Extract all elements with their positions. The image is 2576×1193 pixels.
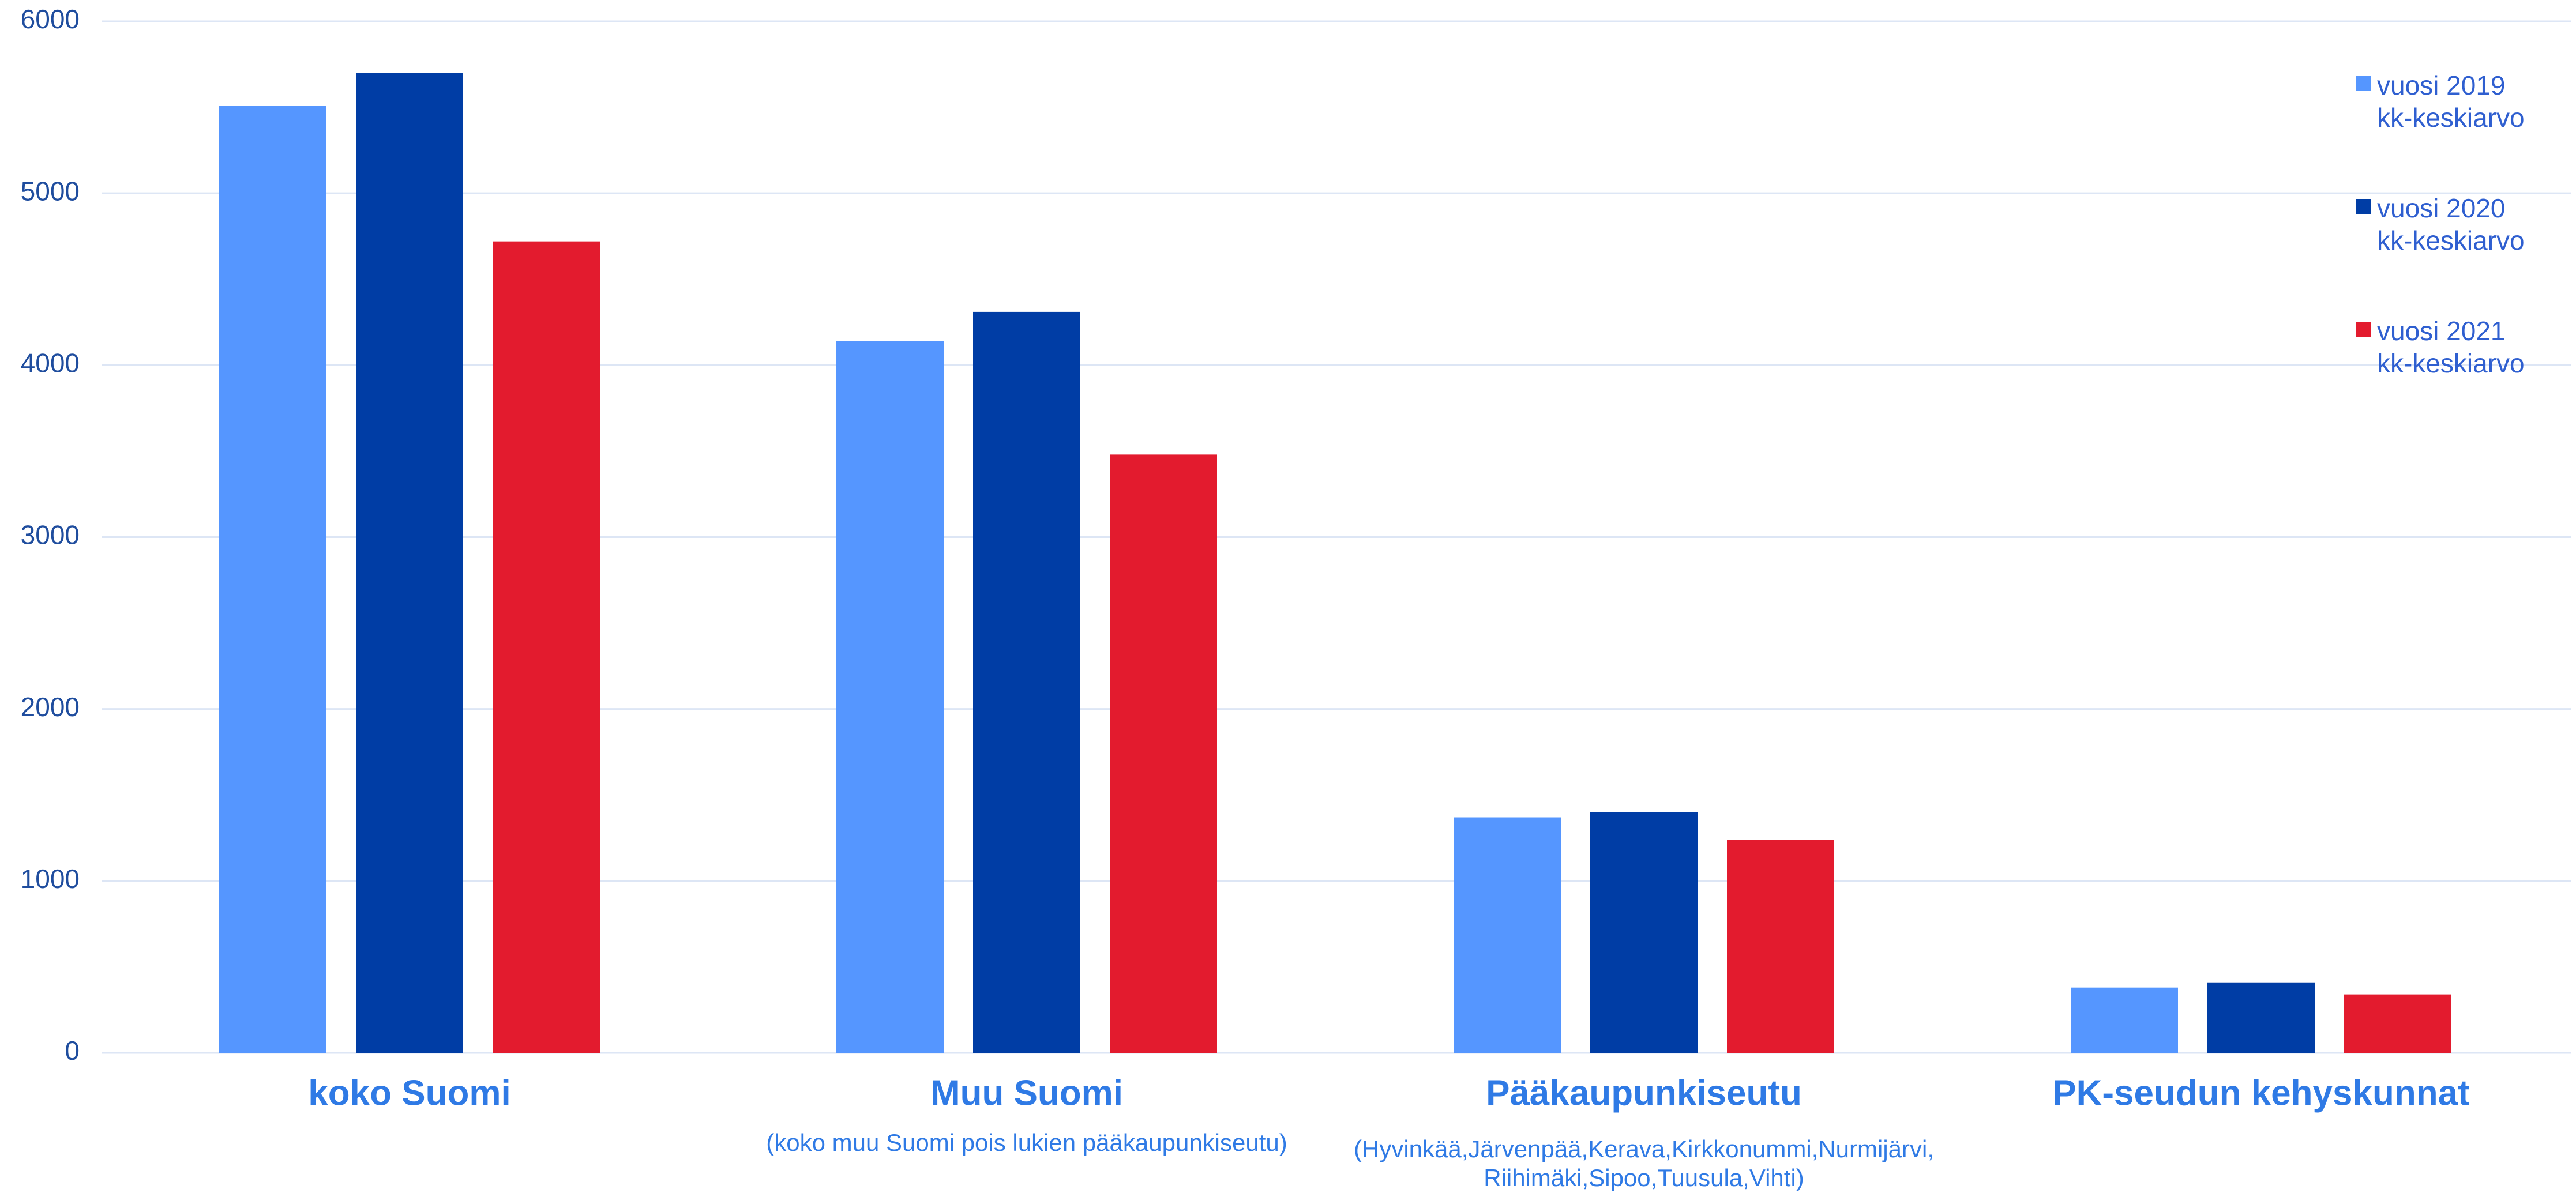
x-tick-label: Muu Suomi bbox=[930, 1073, 1123, 1113]
y-tick-label: 6000 bbox=[21, 4, 80, 34]
bar bbox=[2344, 994, 2451, 1053]
legend-label: vuosi 2019 kk-keskiarvo bbox=[2377, 70, 2525, 133]
category-note: (koko muu Suomi pois lukien pääkaupunkis… bbox=[766, 1129, 1287, 1156]
legend-item: vuosi 2019 kk-keskiarvo bbox=[2356, 69, 2547, 134]
y-tick-label: 3000 bbox=[21, 520, 80, 550]
bar bbox=[1454, 817, 1561, 1053]
y-tick-label: 5000 bbox=[21, 176, 80, 206]
bar bbox=[973, 311, 1080, 1053]
legend-item: vuosi 2021 kk-keskiarvo bbox=[2356, 315, 2547, 379]
x-tick-label: PK-seudun kehyskunnat bbox=[2052, 1073, 2469, 1113]
x-tick-label: koko Suomi bbox=[308, 1073, 510, 1113]
legend-swatch bbox=[2356, 199, 2371, 214]
legend-item: vuosi 2020 kk-keskiarvo bbox=[2356, 192, 2547, 257]
bar bbox=[219, 106, 326, 1053]
category-note: Riihimäki,Sipoo,Tuusula,Vihti) bbox=[1484, 1164, 1804, 1191]
bar bbox=[2071, 987, 2178, 1053]
legend-swatch bbox=[2356, 322, 2371, 337]
legend-label: vuosi 2020 kk-keskiarvo bbox=[2377, 193, 2525, 255]
bar bbox=[493, 241, 600, 1053]
category-note: (Hyvinkää,Järvenpää,Kerava,Kirkkonummi,N… bbox=[1354, 1135, 1934, 1162]
legend-label: vuosi 2021 kk-keskiarvo bbox=[2377, 316, 2525, 378]
y-tick-label: 4000 bbox=[21, 348, 80, 378]
bar bbox=[356, 73, 463, 1053]
bar bbox=[1727, 840, 1834, 1053]
legend-swatch bbox=[2356, 76, 2371, 91]
x-tick-label: Pääkaupunkiseutu bbox=[1486, 1073, 1802, 1113]
bar bbox=[836, 341, 944, 1053]
y-tick-label: 2000 bbox=[21, 692, 80, 722]
bar bbox=[2207, 982, 2315, 1053]
y-tick-label: 1000 bbox=[21, 864, 80, 894]
bar bbox=[1110, 454, 1217, 1053]
bar bbox=[1590, 812, 1698, 1053]
y-tick-label: 0 bbox=[65, 1036, 80, 1066]
